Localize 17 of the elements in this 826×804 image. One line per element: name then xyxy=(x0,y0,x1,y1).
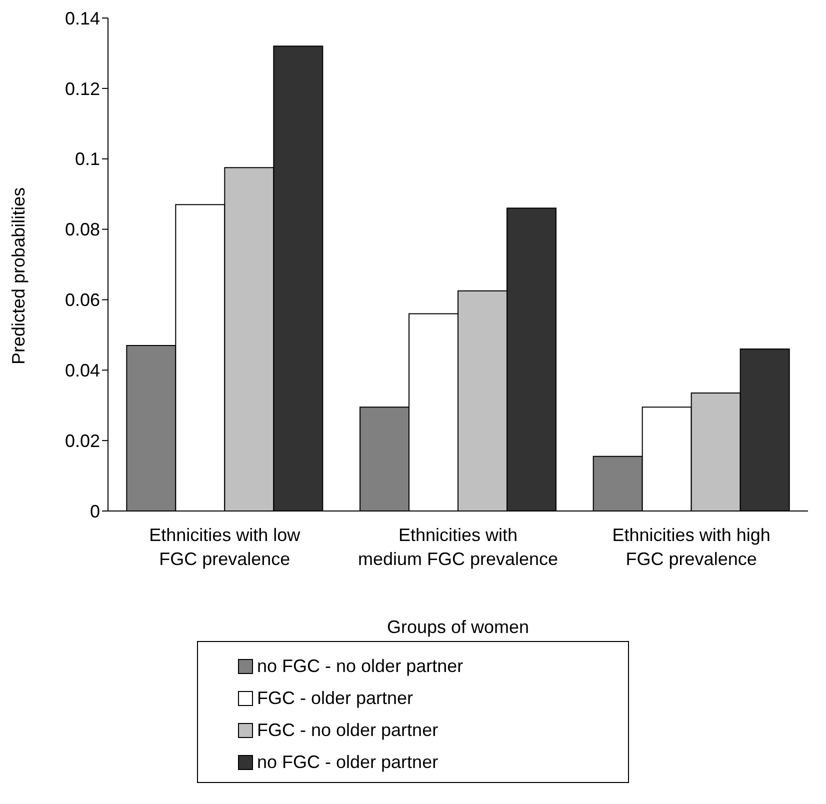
y-tick-label: 0.02 xyxy=(64,430,100,451)
x-tick-label: Ethnicities with high FGC prevalence xyxy=(612,525,770,569)
legend-label: no FGC - no older partner xyxy=(257,656,464,676)
x-tick-label: Ethnicities with low FGC prevalence xyxy=(149,525,302,569)
y-tick-label: 0.08 xyxy=(64,220,100,240)
y-tick-label: 0.12 xyxy=(64,78,100,99)
y-tick-label: 0 xyxy=(90,501,100,522)
legend-label: no FGC - older partner xyxy=(257,752,438,772)
x-axis-title: Groups of women xyxy=(386,617,530,637)
y-tick-label: 0.04 xyxy=(64,360,100,381)
legend-label: FGC - older partner xyxy=(257,688,414,708)
legend-label: FGC - no older partner xyxy=(257,720,438,740)
y-axis-title: Predicted probabilities xyxy=(8,187,28,364)
y-tick-label: 0.1 xyxy=(74,149,100,170)
x-tick-label: Ethnicities with medium FGC prevalence xyxy=(358,525,558,569)
y-tick-label: 0.14 xyxy=(64,8,100,28)
y-tick-label: 0.06 xyxy=(64,290,100,310)
